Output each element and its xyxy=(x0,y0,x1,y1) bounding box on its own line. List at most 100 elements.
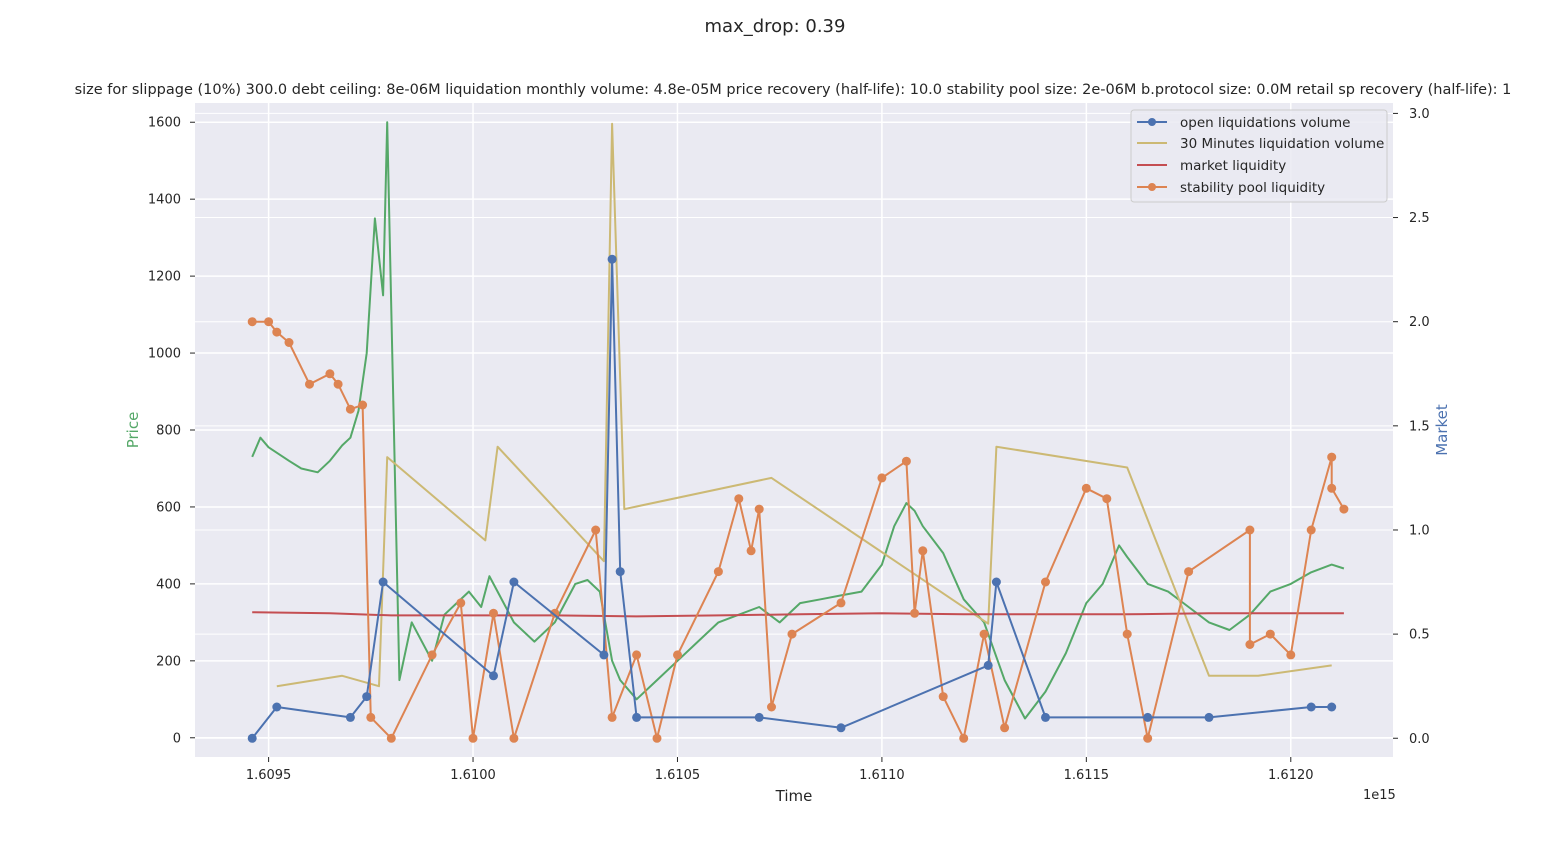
grid-lines xyxy=(195,103,1393,757)
x-offset-label: 1e15 xyxy=(1363,788,1396,803)
legend-label: open liquidations volume xyxy=(1180,115,1350,131)
series-market-liquidity-line xyxy=(252,611,1344,618)
series-stability-pool-liquidity-point xyxy=(325,369,335,379)
x-tick-label: 1.6110 xyxy=(859,768,905,783)
series-stability-pool-liquidity-point xyxy=(734,494,744,504)
series-stability-pool-liquidity-point xyxy=(345,404,355,414)
x-axis-label: Time xyxy=(775,787,813,805)
y-right-tick-label: 2.5 xyxy=(1409,211,1430,226)
series-stability-pool-liquidity-point xyxy=(1327,452,1337,462)
series-market-liquidity xyxy=(252,611,1344,618)
y-right-axis-ticks: 0.0 0.5 1.0 1.5 2.0 2.5 3.0 xyxy=(1393,107,1430,747)
series-stability-pool-liquidity-point xyxy=(1041,577,1050,587)
legend-swatch-marker xyxy=(1148,183,1156,191)
series-stability-pool-liquidity-point xyxy=(787,629,797,639)
chart-suptitle: max_drop: 0.39 xyxy=(705,16,846,37)
series-open-liquidations-volume-point xyxy=(345,712,355,722)
legend-item-market-liquidity: market liquidity xyxy=(1137,158,1286,174)
series-stability-pool-liquidity-point xyxy=(1102,494,1112,504)
series-stability-pool-liquidity-point xyxy=(386,733,396,743)
series-stability-pool-liquidity-point xyxy=(1306,525,1316,535)
legend-label: market liquidity xyxy=(1180,158,1286,174)
series-stability-pool-liquidity-point xyxy=(767,702,776,712)
series-30-minutes-liquidation-volume xyxy=(276,122,1332,688)
y-left-tick-label: 600 xyxy=(156,500,181,515)
series-open-liquidations-volume-point xyxy=(247,733,257,743)
series-open-liquidations-volume-point xyxy=(509,577,519,587)
series-stability-pool-liquidity-point xyxy=(489,608,498,618)
y-right-axis-label: Market xyxy=(1433,404,1451,456)
series-stability-pool-liquidity-point xyxy=(509,733,519,743)
legend-item-open-liquidations: open liquidations volume xyxy=(1137,115,1350,131)
series-open-liquidations-volume-point xyxy=(362,692,372,702)
x-tick-label: 1.6115 xyxy=(1064,768,1110,783)
series-open-liquidations-volume-point xyxy=(599,650,609,660)
y-right-tick-label: 1.5 xyxy=(1409,419,1430,434)
legend-box xyxy=(1130,109,1388,203)
series-stability-pool-liquidity-point xyxy=(272,327,282,337)
series-stability-pool-liquidity-point xyxy=(591,525,601,535)
y-left-tick-label: 0 xyxy=(173,731,181,746)
y-left-axis-label: Price xyxy=(124,412,142,449)
series-stability-pool-liquidity-point xyxy=(652,733,662,743)
series-stability-pool-liquidity-point xyxy=(754,504,764,514)
y-left-axis-ticks: 0 200 400 600 800 1000 1200 1400 1600 xyxy=(148,116,195,746)
series-open-liquidations-volume-point xyxy=(836,723,846,733)
y-left-tick-label: 200 xyxy=(156,654,181,669)
series-open-liquidations-volume-point xyxy=(1041,712,1050,722)
series-open-liquidations-volume-point xyxy=(489,671,498,681)
series-stability-pool-liquidity-point xyxy=(673,650,682,660)
series-stability-pool-liquidity-point xyxy=(427,650,437,660)
y-left-tick-label: 1200 xyxy=(148,270,181,285)
y-right-tick-label: 0.5 xyxy=(1409,628,1430,643)
series-open-liquidations-volume-point xyxy=(607,254,617,264)
series-open-liquidations-volume-point xyxy=(754,712,764,722)
series-stability-pool-liquidity-point xyxy=(1143,733,1153,743)
y-right-tick-label: 1.0 xyxy=(1409,523,1430,538)
series-stability-pool-liquidity xyxy=(247,317,1349,743)
y-left-tick-label: 1600 xyxy=(148,116,181,131)
series-stability-pool-liquidity-point xyxy=(959,733,969,743)
series-open-liquidations-volume-point xyxy=(991,577,1001,587)
chart-title: size for slippage (10%) 300.0 debt ceili… xyxy=(75,82,1512,98)
series-stability-pool-liquidity-point xyxy=(901,456,911,466)
series-stability-pool-liquidity-point xyxy=(979,629,989,639)
x-tick-label: 1.6100 xyxy=(450,768,496,783)
series-stability-pool-liquidity-point xyxy=(284,338,294,347)
series-open-liquidations-volume-point xyxy=(1327,702,1337,712)
series-stability-pool-liquidity-point xyxy=(1184,567,1194,577)
series-layer xyxy=(247,121,1349,743)
series-stability-pool-liquidity-point xyxy=(456,598,466,608)
series-stability-pool-liquidity-point xyxy=(1265,629,1275,639)
y-left-tick-label: 800 xyxy=(156,424,181,439)
series-stability-pool-liquidity-point xyxy=(358,400,368,410)
x-tick-label: 1.6095 xyxy=(246,768,292,783)
series-stability-pool-liquidity-point xyxy=(713,567,723,577)
series-stability-pool-liquidity-point xyxy=(746,546,756,556)
series-stability-pool-liquidity-point xyxy=(550,608,560,618)
series-stability-pool-liquidity-point xyxy=(366,712,376,722)
series-stability-pool-liquidity-point xyxy=(264,317,274,327)
series-price xyxy=(251,121,1345,720)
series-stability-pool-liquidity-point xyxy=(877,473,887,483)
legend-swatch-marker xyxy=(1148,118,1156,126)
y-left-tick-label: 400 xyxy=(156,577,181,592)
series-stability-pool-liquidity-point xyxy=(1245,525,1255,535)
series-open-liquidations-volume xyxy=(247,254,1337,743)
series-stability-pool-liquidity-point xyxy=(1327,483,1337,493)
series-open-liquidations-volume-point xyxy=(615,567,625,577)
y-right-tick-label: 3.0 xyxy=(1409,107,1430,122)
series-open-liquidations-volume-point xyxy=(378,577,388,587)
series-stability-pool-liquidity-point xyxy=(836,598,846,608)
series-30-minutes-liquidation-volume-line xyxy=(276,122,1332,688)
series-stability-pool-liquidity-point xyxy=(468,733,478,743)
legend-label: stability pool liquidity xyxy=(1180,180,1325,196)
y-right-tick-label: 0.0 xyxy=(1409,732,1430,747)
y-left-tick-label: 1400 xyxy=(148,193,181,208)
y-left-tick-label: 1000 xyxy=(148,347,181,362)
legend-item-stability-pool: stability pool liquidity xyxy=(1137,180,1325,196)
series-stability-pool-liquidity-point xyxy=(1245,640,1255,649)
series-open-liquidations-volume-point xyxy=(1306,702,1316,712)
x-tick-label: 1.6105 xyxy=(655,768,701,783)
